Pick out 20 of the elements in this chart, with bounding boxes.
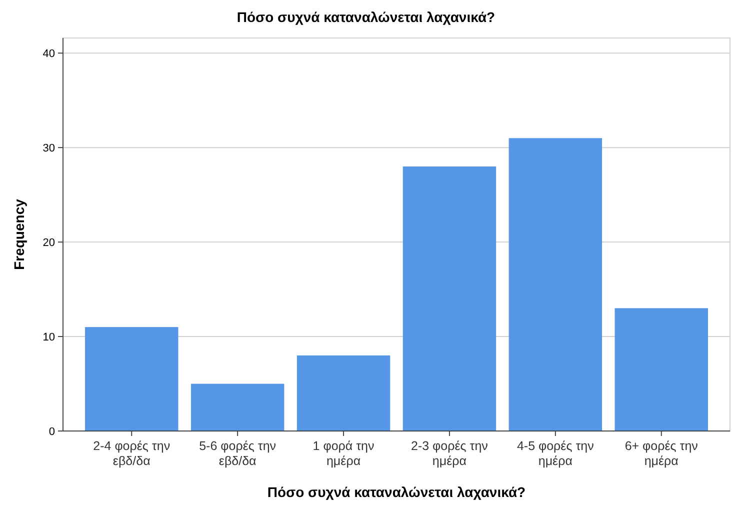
bar: [190, 384, 284, 431]
bar: [296, 355, 390, 431]
chart-title: Πόσο συχνά καταναλώνεται λαχανικά?: [236, 9, 496, 25]
bar: [85, 327, 178, 431]
y-tick-label: 10: [42, 331, 55, 344]
y-tick-label: 0: [48, 426, 55, 438]
x-tick-label: 1 φορά την ημέρα: [312, 439, 374, 468]
y-tick-label: 20: [42, 236, 55, 249]
y-tick-label: 40: [42, 48, 55, 60]
bar: [614, 308, 708, 431]
bar: [402, 166, 496, 431]
y-axis-title: Frequency: [11, 198, 27, 270]
x-axis-title: Πόσο συχνά καταναλώνεται λαχανικά?: [267, 484, 526, 500]
bar: [508, 138, 602, 431]
x-tick-label: 5-6 φορές την εβδ/δα: [199, 439, 276, 468]
x-tick-label: 6+ φορές την ημέρα: [624, 439, 698, 468]
x-tick-label: 2-4 φορές την εβδ/δα: [93, 439, 170, 468]
x-tick-label: 4-5 φορές την ημέρα: [516, 439, 594, 468]
x-tick-label: 2-3 φορές την ημέρα: [411, 439, 488, 468]
y-tick-label: 30: [42, 142, 55, 154]
